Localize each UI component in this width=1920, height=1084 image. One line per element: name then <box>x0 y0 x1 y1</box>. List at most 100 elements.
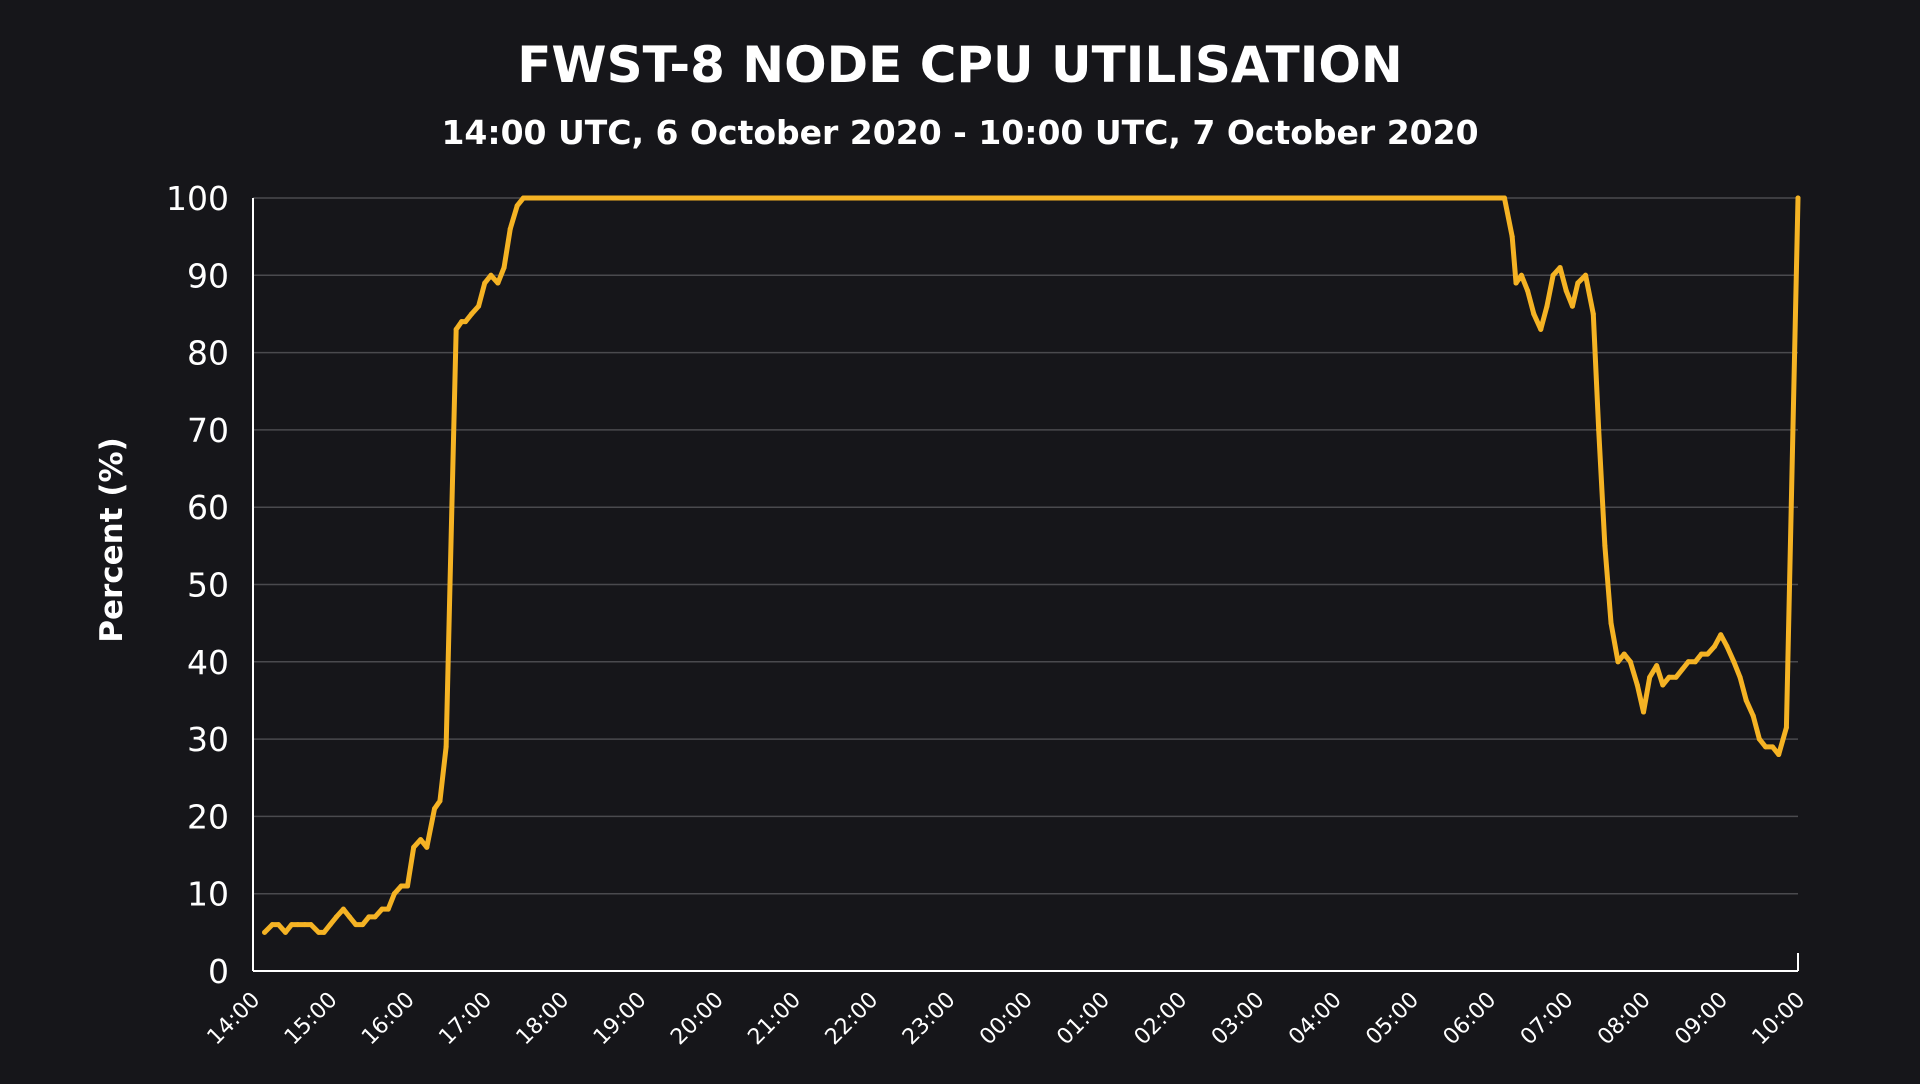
data-point <box>443 744 449 750</box>
data-point <box>1531 311 1537 317</box>
data-point <box>540 195 546 201</box>
y-axis-ticks: 0 10 20 30 40 50 60 70 80 90 100 <box>166 179 229 991</box>
chart-subtitle: 14:00 UTC, 6 October 2020 - 10:00 UTC, 7… <box>441 113 1478 152</box>
data-point <box>1660 682 1666 688</box>
data-point <box>262 929 268 935</box>
data-point <box>482 280 488 286</box>
data-point <box>527 195 533 201</box>
data-point <box>327 922 333 928</box>
data-point <box>1724 643 1730 649</box>
data-point <box>372 914 378 920</box>
data-point <box>424 844 430 850</box>
data-point <box>391 891 397 897</box>
x-tick-label: 17:00 <box>434 988 497 1051</box>
data-point <box>353 922 359 928</box>
x-tick-label: 00:00 <box>975 988 1038 1051</box>
x-tick-label: 01:00 <box>1052 988 1115 1051</box>
data-point <box>1627 659 1633 665</box>
x-tick-label: 09:00 <box>1670 988 1733 1051</box>
data-point <box>1641 709 1646 715</box>
data-point <box>1501 195 1507 201</box>
data-point <box>1763 744 1769 750</box>
data-point <box>514 203 520 209</box>
data-point <box>1647 674 1653 680</box>
y-tick-label: 30 <box>187 720 229 759</box>
gridlines <box>253 197 1798 895</box>
y-tick-label: 10 <box>187 875 229 914</box>
data-point <box>405 883 410 889</box>
x-tick-label: 18:00 <box>512 988 575 1051</box>
data-point <box>333 914 339 920</box>
data-point <box>1575 280 1581 286</box>
data-point <box>1743 697 1749 703</box>
data-point <box>1705 651 1711 657</box>
data-point <box>347 914 353 920</box>
data-point <box>1538 326 1544 332</box>
data-point <box>418 837 424 843</box>
x-tick-label: 21:00 <box>743 988 806 1051</box>
data-point <box>295 922 301 928</box>
data-point <box>1756 736 1762 742</box>
data-point <box>411 844 417 850</box>
x-tick-label: 23:00 <box>898 988 961 1051</box>
data-point <box>432 806 438 812</box>
y-tick-label: 60 <box>187 488 229 527</box>
x-tick-label: 05:00 <box>1361 988 1424 1051</box>
data-point <box>1776 752 1782 758</box>
data-point <box>447 582 453 587</box>
data-point <box>1634 682 1640 688</box>
data-point <box>1654 663 1660 669</box>
data-point <box>1621 651 1627 657</box>
x-axis-ticks: 14:00 15:00 16:00 17:00 18:00 19:00 20:00 21:00… <box>203 988 1811 1051</box>
data-point <box>1783 725 1789 730</box>
data-point <box>1569 303 1575 309</box>
data-point <box>1557 265 1563 271</box>
x-tick-label: 07:00 <box>1516 988 1579 1051</box>
series-layer <box>262 195 1801 935</box>
data-point <box>476 303 482 309</box>
data-point <box>302 922 308 928</box>
data-point <box>1685 659 1691 665</box>
data-point <box>462 319 468 325</box>
data-point <box>1770 744 1776 750</box>
data-point <box>275 922 281 928</box>
x-tick-label: 22:00 <box>821 988 884 1051</box>
data-point <box>1544 303 1550 309</box>
data-point <box>1712 643 1718 649</box>
data-point <box>366 914 372 920</box>
data-point <box>453 326 459 332</box>
data-point <box>289 922 295 928</box>
data-point <box>1615 659 1621 665</box>
data-point <box>1666 674 1672 680</box>
data-point <box>321 929 327 935</box>
x-tick-label: 10:00 <box>1748 988 1811 1051</box>
data-point <box>1563 288 1569 294</box>
data-point <box>1590 311 1596 317</box>
y-tick-label: 90 <box>187 256 229 295</box>
data-point <box>308 922 314 928</box>
x-tick-label: 14:00 <box>203 988 266 1051</box>
data-point <box>437 798 443 804</box>
data-point <box>459 319 465 325</box>
y-tick-label: 50 <box>187 566 229 605</box>
data-point <box>488 272 494 278</box>
data-point <box>1718 632 1724 638</box>
x-tick-label: 03:00 <box>1207 988 1270 1051</box>
y-tick-label: 0 <box>208 952 229 991</box>
data-point <box>385 906 391 912</box>
y-tick-label: 40 <box>187 643 229 682</box>
y-tick-label: 100 <box>166 179 229 218</box>
data-point <box>507 226 513 232</box>
data-point <box>1750 713 1756 719</box>
data-point <box>1550 272 1556 278</box>
data-point <box>1509 234 1515 240</box>
data-point <box>1608 620 1614 626</box>
series-line <box>262 195 1801 935</box>
data-point <box>495 280 501 286</box>
data-point <box>534 195 540 201</box>
x-tick-label: 06:00 <box>1439 988 1502 1051</box>
data-point <box>316 929 322 935</box>
x-tick-label: 02:00 <box>1130 988 1193 1051</box>
axes <box>252 198 1799 972</box>
